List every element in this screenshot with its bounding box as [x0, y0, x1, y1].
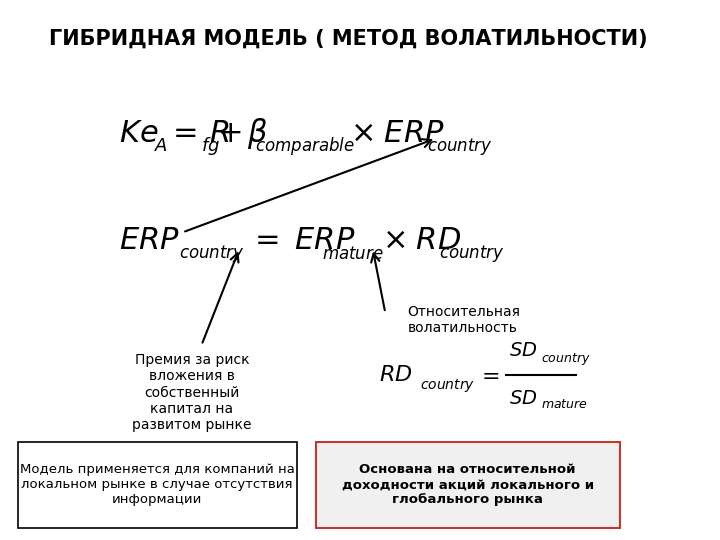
Text: $\it{country}$: $\it{country}$: [420, 377, 475, 394]
Text: $\it{Ke}$: $\it{Ke}$: [119, 118, 158, 147]
Text: ГИБРИДНАЯ МОДЕЛЬ ( МЕТОД ВОЛАТИЛЬНОСТИ): ГИБРИДНАЯ МОДЕЛЬ ( МЕТОД ВОЛАТИЛЬНОСТИ): [49, 28, 648, 48]
Text: $\it{country}$: $\it{country}$: [439, 244, 505, 265]
FancyBboxPatch shape: [315, 442, 620, 528]
Text: $\it{comparable}$: $\it{comparable}$: [256, 136, 355, 158]
Text: $\times \; \it{RD}$: $\times \; \it{RD}$: [382, 226, 462, 255]
Text: $\it{mature}$: $\it{mature}$: [541, 398, 588, 411]
Text: Относительная
волатильность: Относительная волатильность: [408, 305, 521, 335]
Text: $\it{RD}$: $\it{RD}$: [379, 364, 413, 385]
Text: $\it{SD}$: $\it{SD}$: [509, 389, 537, 408]
Text: $\it{ERP}$: $\it{ERP}$: [119, 226, 180, 255]
Text: $\it{fg}$: $\it{fg}$: [202, 136, 220, 158]
Text: Премия за риск
вложения в
собственный
капитал на
развитом рынке: Премия за риск вложения в собственный ка…: [132, 353, 252, 432]
Text: $\it{country}$: $\it{country}$: [541, 350, 590, 367]
Text: Основана на относительной
доходности акций локального и
глобального рынка: Основана на относительной доходности акц…: [342, 463, 594, 507]
Text: $= \; \it{ERP}$: $= \; \it{ERP}$: [249, 226, 356, 255]
Text: $=$: $=$: [477, 364, 500, 385]
Text: Модель применяется для компаний на
локальном рынке в случае отсутствия
информаци: Модель применяется для компаний на локал…: [19, 463, 294, 507]
Text: $\it{country}$: $\it{country}$: [179, 244, 245, 265]
Text: $\it{mature}$: $\it{mature}$: [322, 245, 384, 263]
Text: $= \, \it{R}$: $= \, \it{R}$: [166, 118, 229, 147]
Text: $\it{SD}$: $\it{SD}$: [509, 341, 537, 360]
FancyBboxPatch shape: [17, 442, 297, 528]
Text: $\it{country}$: $\it{country}$: [426, 136, 492, 157]
Text: $+ \, \beta$: $+ \, \beta$: [217, 116, 269, 151]
Text: $\it{A}$: $\it{A}$: [154, 138, 168, 156]
Text: $\times \; \it{ERP}$: $\times \; \it{ERP}$: [351, 118, 445, 147]
